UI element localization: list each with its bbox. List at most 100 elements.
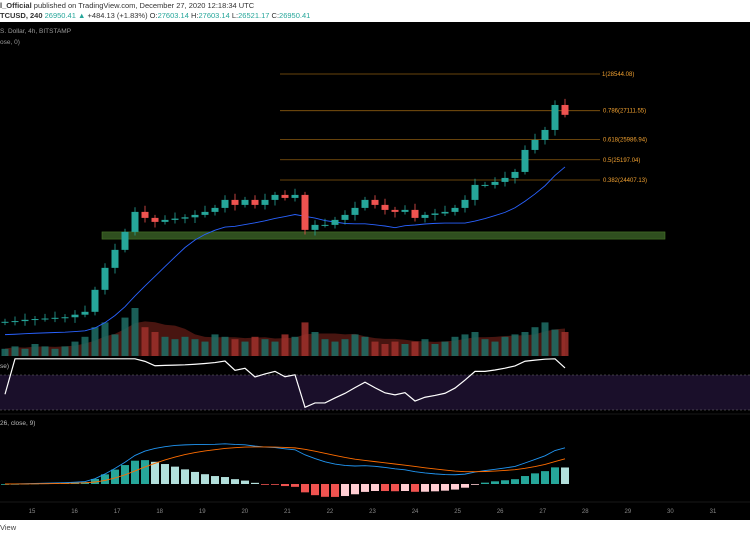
volume-bar — [531, 327, 539, 356]
candle-body — [431, 213, 439, 215]
macd-histogram-bar — [401, 484, 409, 492]
volume-bar — [121, 317, 129, 356]
candle-body — [21, 319, 29, 322]
candle-body — [491, 181, 499, 185]
candle-body — [561, 104, 569, 115]
candle-body — [421, 214, 429, 218]
volume-bar — [541, 322, 549, 356]
low-value: 26521.17 — [238, 11, 270, 20]
macd-histogram-bar — [101, 474, 109, 484]
candle-body — [351, 207, 359, 215]
macd-histogram-bar — [481, 482, 489, 484]
volume-bar — [41, 346, 49, 356]
volume-bar — [141, 327, 149, 356]
candle-body — [341, 214, 349, 220]
macd-histogram-bar — [231, 479, 239, 484]
volume-bar — [281, 334, 289, 356]
fib-level-label: 0.382(24407.13) — [603, 178, 647, 184]
macd-histogram-bar — [111, 469, 119, 484]
footer: View — [0, 520, 750, 536]
macd-histogram-bar — [291, 484, 299, 487]
macd-histogram-bar — [301, 484, 309, 493]
author[interactable]: l_Official — [0, 1, 32, 10]
volume-bar — [501, 336, 509, 356]
macd-histogram-bar — [241, 480, 249, 484]
x-tick-label: 19 — [199, 509, 206, 515]
macd-histogram-bar — [191, 471, 199, 484]
volume-bar — [521, 332, 529, 356]
volume-bar — [331, 341, 339, 356]
macd-signal-line — [4, 446, 566, 485]
candle-body — [231, 199, 239, 205]
macd-histogram-bar — [501, 480, 509, 484]
macd-histogram-bar — [171, 466, 179, 484]
volume-bar — [491, 341, 499, 356]
macd-histogram-bar — [421, 484, 429, 492]
volume-bar — [551, 329, 559, 356]
macd-histogram-bar — [441, 484, 449, 491]
volume-bar — [421, 339, 429, 356]
volume-bar — [51, 348, 59, 356]
volume-bar — [381, 344, 389, 356]
fib-level-label: 0.5(25197.04) — [603, 158, 640, 164]
candle-body — [481, 184, 489, 186]
macd-histogram-bar — [141, 460, 149, 484]
macd-histogram-bar — [251, 482, 259, 484]
volume-bar — [481, 339, 489, 356]
volume-bar — [411, 341, 419, 356]
x-tick-label: 23 — [369, 509, 376, 515]
candle-body — [71, 314, 79, 318]
volume-bar — [221, 336, 229, 356]
candle-body — [301, 194, 309, 230]
x-tick-label: 28 — [582, 509, 589, 515]
candle-body — [521, 149, 529, 172]
macd-histogram-bar — [321, 484, 329, 497]
candle-body — [281, 194, 289, 198]
macd-histogram-bar — [511, 479, 519, 484]
rsi-legend: se) — [0, 363, 10, 370]
volume-bar — [71, 341, 79, 356]
candle-body — [291, 194, 299, 198]
macd-histogram-bar — [271, 484, 279, 485]
candle-body — [261, 199, 269, 205]
volume-bar — [231, 339, 239, 356]
volume-bar — [21, 348, 29, 356]
candle-body — [381, 204, 389, 210]
candle-body — [221, 199, 229, 208]
chart-canvas[interactable]: 1(28544.08) 0.786(27111.55) 0.618(25986.94… — [0, 22, 750, 520]
macd-histogram-bar — [311, 484, 319, 496]
series-legend: S. Dollar, 4h, BITSTAMP — [0, 28, 72, 35]
macd-histogram-bar — [331, 484, 339, 497]
volume-bar — [101, 322, 109, 356]
candle-body — [441, 211, 449, 214]
x-tick-label: 18 — [156, 509, 163, 515]
close-value: 26950.41 — [279, 11, 311, 20]
volume-bar — [11, 346, 19, 356]
volume-bar — [371, 341, 379, 356]
price-change: +484.13 (+1.83%) — [87, 11, 148, 20]
macd-histogram-bar — [161, 464, 169, 484]
candle-body — [191, 214, 199, 218]
candle-body — [551, 104, 559, 130]
rsi-line — [4, 358, 566, 409]
x-tick-label: 20 — [241, 509, 248, 515]
x-tick-label: 31 — [710, 509, 717, 515]
fib-level-label: 0.618(25986.94) — [603, 138, 647, 144]
last-price: 26950.41 — [44, 11, 76, 20]
candle-body — [101, 267, 109, 290]
macd-histogram-bar — [211, 476, 219, 484]
low-label: L: — [231, 11, 239, 20]
chart-area[interactable]: 1(28544.08) 0.786(27111.55) 0.618(25986.94… — [0, 22, 750, 520]
chart-header: l_Official published on TradingView.com,… — [0, 0, 750, 22]
macd-histogram-bar — [531, 473, 539, 484]
macd-histogram-bar — [261, 484, 269, 485]
up-arrow-icon: ▲ — [78, 11, 86, 20]
candle-body — [311, 224, 319, 230]
macd-histogram-bar — [181, 469, 189, 484]
volume-bar — [211, 334, 219, 356]
macd-histogram-bar — [91, 478, 99, 484]
volume-bar — [61, 346, 69, 356]
volume-bar — [451, 336, 459, 356]
volume-bar — [361, 336, 369, 356]
candle-body — [171, 218, 179, 220]
